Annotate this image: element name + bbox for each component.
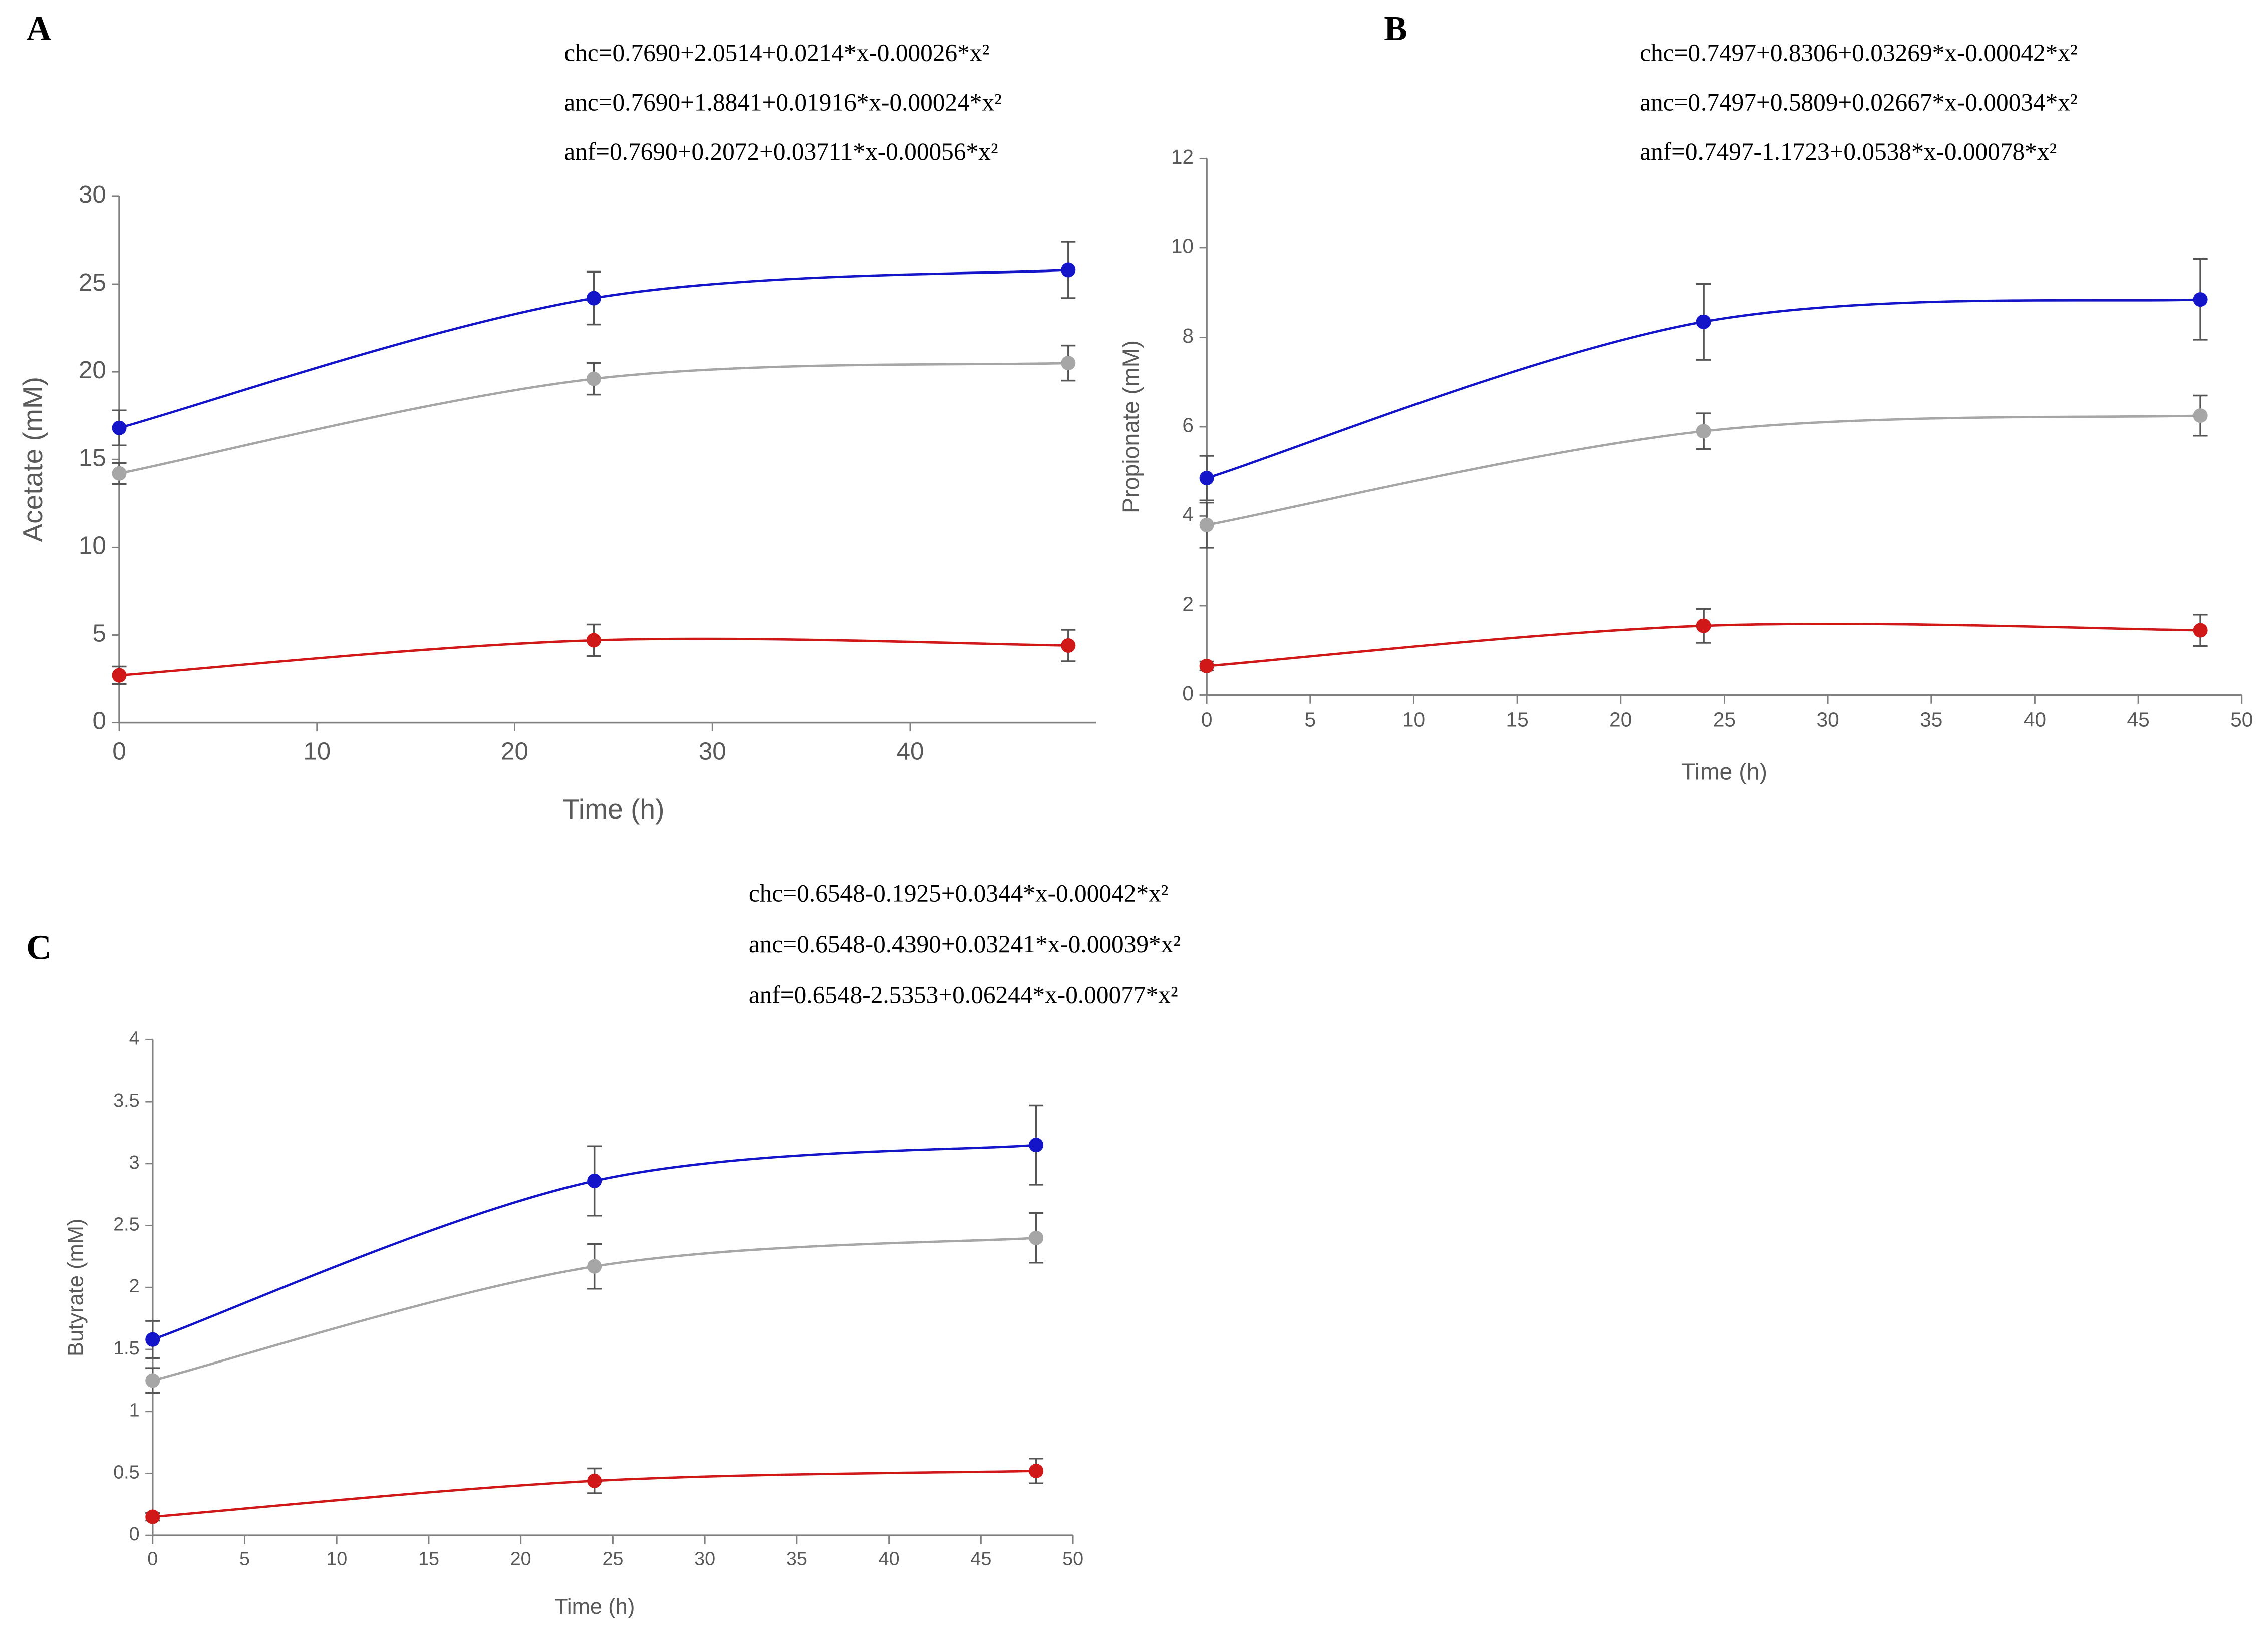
- data-point: [1199, 517, 1214, 532]
- x-tick-label: 20: [510, 1548, 531, 1569]
- y-tick-label: 4: [1182, 503, 1194, 526]
- y-tick-label: 25: [79, 268, 106, 296]
- y-axis-label: Butyrate (mM): [64, 1218, 88, 1356]
- equation: anc=0.6548-0.4390+0.03241*x-0.00039*x²: [749, 930, 1181, 958]
- y-axis-label: Propionate (mM): [1117, 340, 1144, 513]
- panel-label: A: [26, 10, 51, 48]
- x-tick-label: 10: [1402, 708, 1425, 731]
- y-tick-label: 10: [1171, 235, 1194, 258]
- y-tick-label: 8: [1182, 324, 1194, 347]
- y-tick-label: 2.5: [113, 1214, 139, 1235]
- x-axis-label: Time (h): [1681, 758, 1767, 784]
- equation: anf=0.7497-1.1723+0.0538*x-0.00078*x²: [1640, 138, 2057, 165]
- x-axis-label: Time (h): [562, 793, 664, 825]
- y-axis-label: Acetate (mM): [17, 377, 48, 542]
- x-tick-label: 0: [112, 738, 126, 765]
- equation: chc=0.7690+2.0514+0.0214*x-0.00026*x²: [564, 39, 989, 67]
- data-point: [1029, 1230, 1044, 1245]
- data-point: [1696, 424, 1711, 439]
- x-tick-label: 10: [326, 1548, 347, 1569]
- x-tick-label: 40: [2024, 708, 2046, 731]
- x-tick-label: 5: [1304, 708, 1316, 731]
- y-tick-label: 0: [129, 1523, 140, 1544]
- y-tick-label: 6: [1182, 414, 1194, 437]
- y-tick-label: 0: [92, 707, 106, 735]
- data-point: [112, 668, 127, 683]
- x-tick-label: 5: [239, 1548, 250, 1569]
- data-point: [145, 1373, 160, 1388]
- x-tick-label: 35: [786, 1548, 807, 1569]
- x-tick-label: 35: [1920, 708, 1942, 731]
- data-point: [1696, 314, 1711, 329]
- y-tick-label: 30: [79, 181, 106, 208]
- data-point: [1199, 471, 1214, 486]
- x-tick-label: 40: [879, 1548, 900, 1569]
- y-tick-label: 1: [129, 1400, 140, 1421]
- x-tick-label: 25: [602, 1548, 623, 1569]
- data-point: [1061, 356, 1076, 371]
- x-tick-label: 45: [970, 1548, 991, 1569]
- equation: anf=0.7690+0.2072+0.03711*x-0.00056*x²: [564, 138, 998, 165]
- data-point: [1696, 618, 1711, 633]
- data-point: [112, 420, 127, 435]
- data-point: [2193, 292, 2208, 307]
- x-tick-label: 0: [147, 1548, 158, 1569]
- panel-label: B: [1384, 10, 1407, 48]
- x-tick-label: 15: [418, 1548, 439, 1569]
- y-tick-label: 3.5: [113, 1090, 139, 1111]
- equation: anf=0.6548-2.5353+0.06244*x-0.00077*x²: [749, 981, 1178, 1009]
- x-tick-label: 30: [1817, 708, 1839, 731]
- equation: chc=0.7497+0.8306+0.03269*x-0.00042*x²: [1640, 39, 2078, 67]
- x-tick-label: 10: [303, 738, 331, 765]
- y-tick-label: 4: [129, 1027, 140, 1048]
- data-point: [145, 1332, 160, 1347]
- x-tick-label: 25: [1713, 708, 1736, 731]
- x-tick-label: 30: [699, 738, 726, 765]
- panel-label: C: [26, 928, 51, 967]
- x-tick-label: 0: [1201, 708, 1213, 731]
- equation: anc=0.7690+1.8841+0.01916*x-0.00024*x²: [564, 88, 1002, 116]
- x-tick-label: 40: [897, 738, 924, 765]
- y-tick-label: 15: [79, 444, 106, 471]
- data-point: [1029, 1138, 1044, 1153]
- equation: chc=0.6548-0.1925+0.0344*x-0.00042*x²: [749, 879, 1169, 907]
- y-tick-label: 0.5: [113, 1461, 139, 1482]
- data-point: [586, 371, 601, 386]
- y-tick-label: 5: [92, 620, 106, 647]
- data-point: [1029, 1463, 1044, 1478]
- y-tick-label: 2: [129, 1275, 140, 1296]
- x-axis-label: Time (h): [554, 1595, 635, 1619]
- x-tick-label: 20: [501, 738, 528, 765]
- data-point: [587, 1473, 602, 1488]
- equation: anc=0.7497+0.5809+0.02667*x-0.00034*x²: [1640, 88, 2078, 116]
- x-tick-label: 50: [2230, 708, 2253, 731]
- data-point: [145, 1509, 160, 1524]
- x-tick-label: 45: [2127, 708, 2149, 731]
- data-point: [2193, 408, 2208, 423]
- data-point: [1061, 638, 1076, 653]
- x-tick-label: 50: [1062, 1548, 1083, 1569]
- data-point: [1199, 658, 1214, 673]
- data-point: [587, 1259, 602, 1274]
- y-tick-label: 2: [1182, 593, 1194, 616]
- y-tick-label: 1.5: [113, 1337, 139, 1358]
- y-tick-label: 0: [1182, 682, 1194, 705]
- y-tick-label: 12: [1171, 145, 1194, 168]
- y-tick-label: 20: [79, 356, 106, 384]
- x-tick-label: 30: [694, 1548, 715, 1569]
- x-tick-label: 20: [1609, 708, 1632, 731]
- data-point: [586, 633, 601, 648]
- data-point: [587, 1173, 602, 1188]
- data-point: [1061, 262, 1076, 278]
- x-tick-label: 15: [1506, 708, 1529, 731]
- data-point: [2193, 623, 2208, 638]
- data-point: [112, 466, 127, 481]
- data-point: [586, 291, 601, 306]
- y-tick-label: 3: [129, 1152, 140, 1173]
- y-tick-label: 10: [79, 531, 106, 559]
